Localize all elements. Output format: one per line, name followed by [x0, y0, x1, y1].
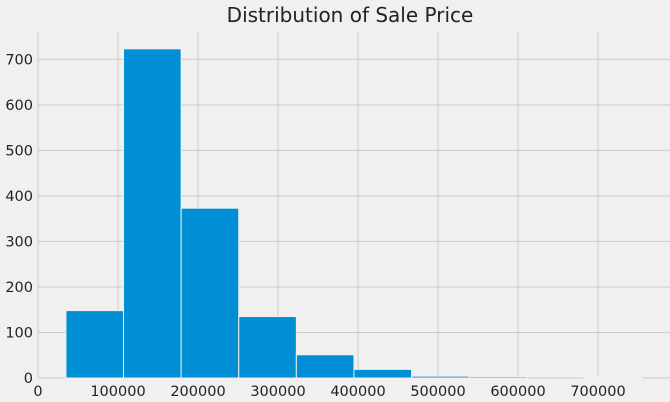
histogram-bar	[180, 207, 240, 379]
x-tick-label: 400000	[330, 384, 385, 400]
histogram-bars	[65, 48, 643, 379]
histogram-bar	[353, 368, 413, 379]
chart-title: Distribution of Sale Price	[227, 3, 474, 27]
histogram-bar	[238, 316, 297, 379]
y-tick-label: 400	[5, 189, 33, 205]
x-tick-label: 500000	[410, 384, 465, 400]
y-tick-label: 300	[5, 234, 33, 250]
y-tick-label: 500	[5, 143, 33, 159]
histogram-bar	[65, 310, 125, 379]
histogram-bar	[468, 376, 528, 379]
y-axis-ticks: 0 100 200 300 400 500 600 700	[5, 52, 33, 387]
y-tick-label: 100	[5, 325, 33, 341]
x-tick-label: 300000	[250, 384, 305, 400]
histogram-bar	[123, 48, 182, 379]
histogram-bar	[411, 375, 470, 379]
x-tick-label: 200000	[170, 384, 225, 400]
y-tick-label: 200	[5, 280, 33, 296]
x-axis-ticks: 0 100000 200000 300000 400000 500000 600000 700…	[33, 384, 625, 400]
y-tick-label: 700	[5, 52, 33, 68]
x-tick-label: 700000	[570, 384, 625, 400]
histogram-bar	[295, 354, 355, 379]
x-tick-label: 100000	[90, 384, 145, 400]
x-tick-label: 600000	[490, 384, 545, 400]
x-tick-label: 0	[33, 384, 42, 400]
y-tick-label: 0	[24, 371, 33, 387]
y-tick-label: 600	[5, 98, 33, 114]
histogram-bar	[583, 376, 643, 379]
